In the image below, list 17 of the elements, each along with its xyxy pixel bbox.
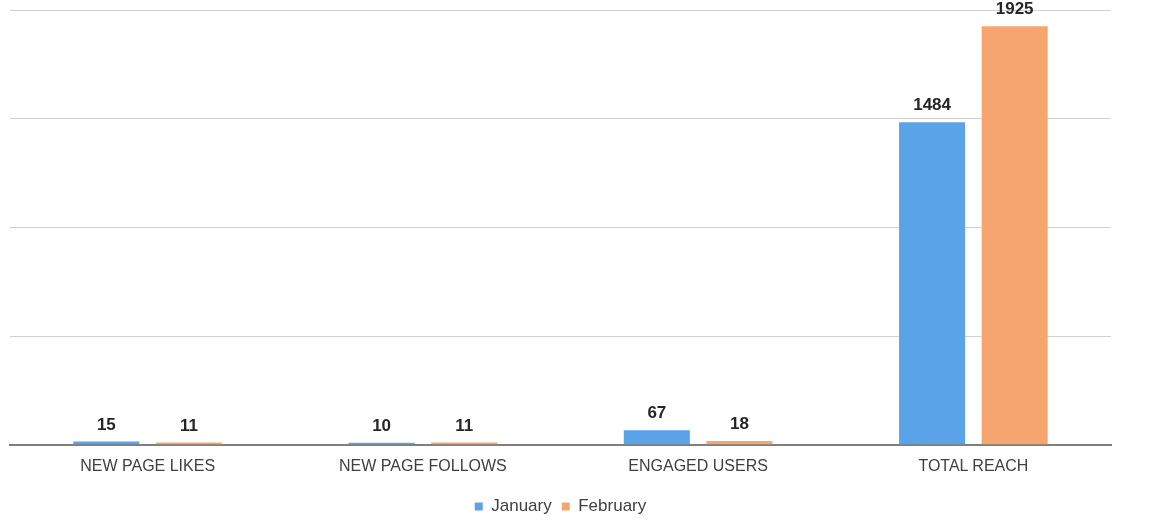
- x-tick-label: ENGAGED USERS: [628, 456, 768, 474]
- data-label: 18: [729, 414, 749, 434]
- data-label: 15: [96, 414, 116, 434]
- data-label: 1484: [913, 95, 952, 115]
- data-label: 10: [372, 415, 392, 435]
- data-label: 11: [455, 415, 474, 435]
- data-label: 67: [647, 403, 667, 423]
- data-label: 1925: [995, 0, 1034, 19]
- legend-label: February: [578, 496, 647, 516]
- x-tick-label: TOTAL REACH: [918, 456, 1029, 474]
- bar: [623, 430, 690, 445]
- x-tick-label: NEW PAGE LIKES: [80, 456, 216, 474]
- legend-label: January: [491, 496, 553, 516]
- bar: [981, 26, 1048, 445]
- data-label: 11: [179, 415, 198, 435]
- bar: [899, 122, 966, 445]
- x-tick-label: NEW PAGE FOLLOWS: [339, 456, 507, 474]
